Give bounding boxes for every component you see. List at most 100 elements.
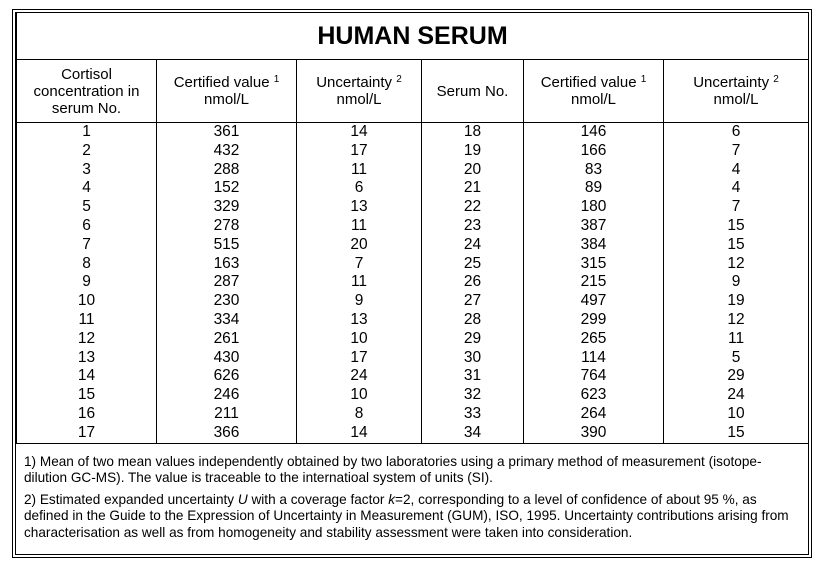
footnote-symbol: k [388,491,396,507]
table-row: 6 278 11 23 387 15 [16,216,810,236]
footnote: 1) Mean of two mean values independently… [24,454,800,487]
header-text: Certified value [173,74,270,91]
column-header: Serum No. [421,59,524,123]
table-cell: 5 [16,198,157,217]
table-cell: 15 [16,386,157,405]
table-cell: 13 [296,198,422,217]
table-cell: 15 [662,235,810,255]
table-cell: 10 [16,292,157,311]
header-text: Certified value [540,74,637,91]
table-cell: 626 [156,367,297,387]
table-row: 9 287 11 26 215 9 [16,273,810,293]
table-row: 16 211 8 33 264 10 [16,404,810,424]
table-cell: 288 [156,160,297,180]
footnote-symbol: U [237,491,248,507]
header-text: Serum No. [436,82,509,100]
column-header: Uncertainty 2 nmol/L [296,59,422,123]
table-cell: 7 [16,235,157,255]
table-cell: 9 [296,292,422,311]
header-text: Uncertainty [316,74,393,91]
table-cell: 163 [156,254,297,274]
footnotes: 1) Mean of two mean values independently… [16,442,808,542]
table-cell: 4 [662,160,810,180]
table-cell: 29 [421,329,524,349]
table-cell: 11 [296,216,422,236]
footnote-text: 2) Estimated expanded uncertainty [24,491,238,507]
table-cell: 22 [421,198,524,217]
table-cell: 20 [296,235,422,255]
table-row: 5 329 13 22 180 7 [16,198,810,217]
table-cell: 246 [156,386,297,405]
table-cell: 6 [296,179,422,199]
table-cell: 361 [156,122,297,142]
table-cell: 8 [16,254,157,274]
table-cell: 14 [296,122,422,142]
table-cell: 1 [16,122,157,142]
table-cell: 5 [662,348,810,368]
header-unit: nmol/L [203,91,250,108]
table-cell: 6 [16,216,157,236]
header-note: 2 [773,74,779,85]
table-cell: 152 [156,179,297,199]
table-title: HUMAN SERUM [15,13,810,60]
table-cell: 24 [296,367,422,387]
table-cell: 10 [296,386,422,405]
table-cell: 14 [296,423,422,443]
table-cell: 25 [421,254,524,274]
table-cell: 387 [523,216,664,236]
table-cell: 15 [662,216,810,236]
table-cell: 211 [156,404,297,424]
table-cell: 299 [523,310,664,330]
table-row: 12 261 10 29 265 11 [16,329,810,349]
table-row: 17 366 14 34 390 15 [16,423,810,443]
table-cell: 32 [421,386,524,405]
table-cell: 390 [523,423,664,443]
table-cell: 9 [16,273,157,293]
table-cell: 334 [156,310,297,330]
header-unit: nmol/L [336,91,382,108]
table-cell: 28 [421,310,524,330]
header-text: Cortisol concentration in serum No. [33,65,140,117]
column-header: Certified value 1 nmol/L [523,59,664,123]
table-cell: 366 [156,423,297,443]
table-cell: 17 [296,348,422,368]
table-cell: 7 [296,254,422,274]
footnote-text: 1) Mean of two mean values independently… [24,453,762,486]
table-row: 1 361 14 18 146 6 [16,122,810,142]
header-text: Uncertainty [693,74,770,91]
table-cell: 261 [156,329,297,349]
table-cell: 10 [296,329,422,349]
table-cell: 13 [16,348,157,368]
header-note: 2 [396,74,402,85]
table-cell: 26 [421,273,524,293]
table-cell: 27 [421,292,524,311]
table-cell: 4 [662,179,810,199]
table-cell: 432 [156,141,297,161]
table-cell: 17 [16,423,157,443]
document-frame: HUMAN SERUM Cortisol concentration in se… [12,9,812,558]
table-cell: 18 [421,122,524,142]
table-cell: 24 [421,235,524,255]
table-cell: 329 [156,198,297,217]
table-cell: 10 [662,404,810,424]
table-cell: 9 [662,273,810,293]
header-unit: nmol/L [570,91,617,108]
table-cell: 278 [156,216,297,236]
table-cell: 4 [16,179,157,199]
column-header: Cortisol concentration in serum No. [16,59,157,123]
table-cell: 287 [156,273,297,293]
column-header: Uncertainty 2 nmol/L [662,59,810,123]
table-cell: 6 [662,122,810,142]
table-row: 15 246 10 32 623 24 [16,386,810,405]
table-cell: 19 [421,141,524,161]
table-cell: 11 [296,160,422,180]
table-cell: 315 [523,254,664,274]
table-cell: 13 [296,310,422,330]
serum-table: HUMAN SERUM Cortisol concentration in se… [15,13,810,443]
table-row: 7 515 20 24 384 15 [16,235,810,255]
table-cell: 264 [523,404,664,424]
table-cell: 3 [16,160,157,180]
table-cell: 23 [421,216,524,236]
table-cell: 146 [523,122,664,142]
table-cell: 34 [421,423,524,443]
